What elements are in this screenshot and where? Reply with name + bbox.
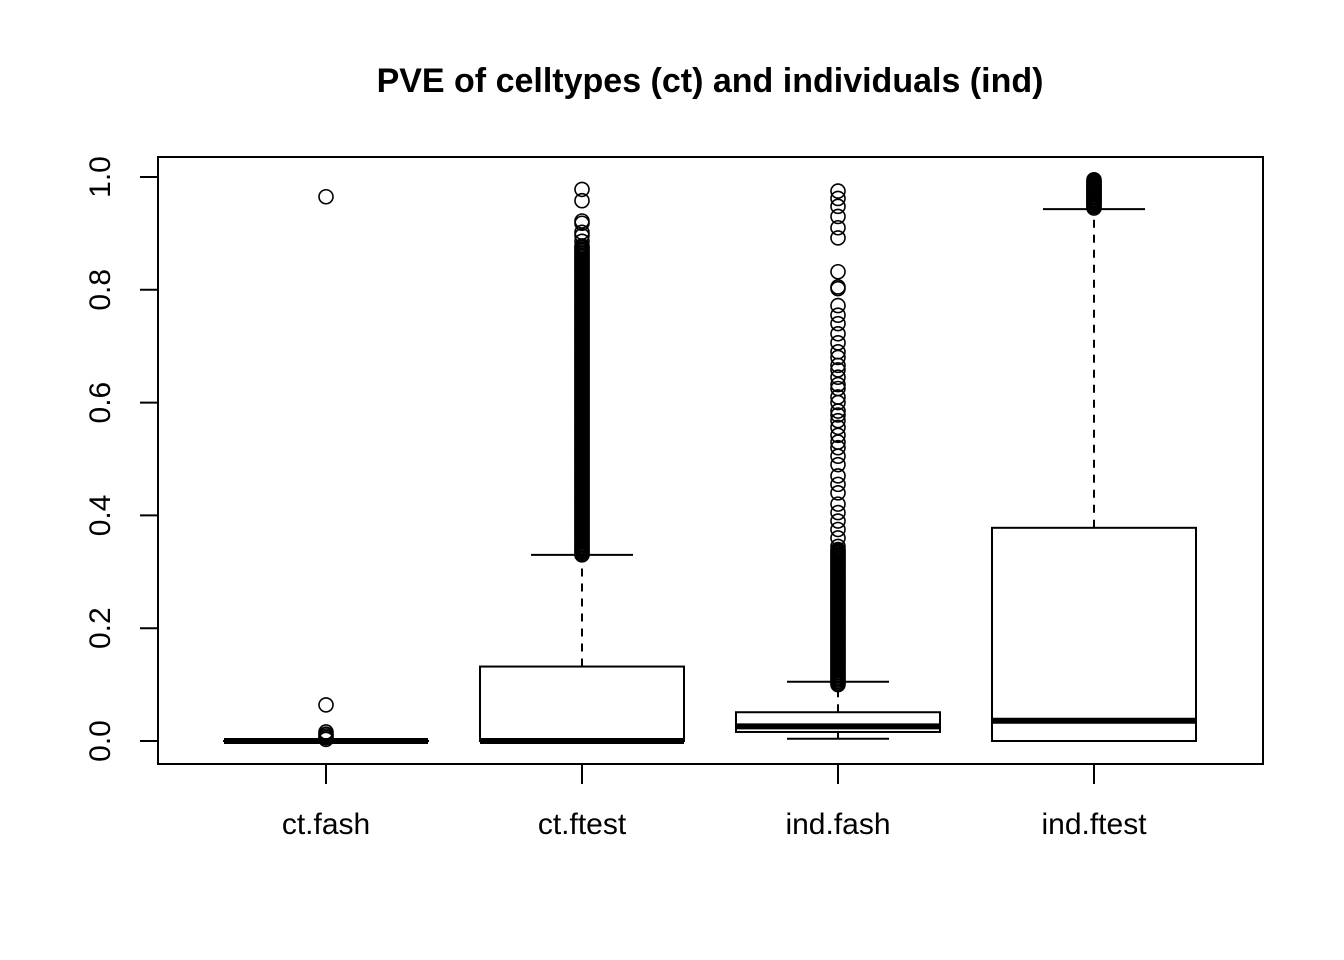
outlier-point <box>830 485 846 501</box>
box-ind.fash <box>735 183 941 740</box>
box-ct.ftest <box>479 181 685 744</box>
outlier-point <box>830 325 846 342</box>
outlier-point <box>574 227 590 244</box>
outlier-point <box>830 530 846 546</box>
outlier-point <box>830 504 846 521</box>
outlier-point <box>830 448 846 464</box>
outlier-point <box>830 476 846 493</box>
outlier-point <box>830 538 846 555</box>
outlier-point <box>830 349 846 366</box>
outlier-point <box>830 208 846 225</box>
outlier-point <box>830 456 846 473</box>
boxes-group <box>223 172 1197 748</box>
outlier-point <box>830 198 846 215</box>
y-tick-label: 0.2 <box>84 607 117 649</box>
x-tick-label: ct.ftest <box>538 808 627 841</box>
outlier-point <box>830 263 846 280</box>
y-tick-label: 0.4 <box>84 495 117 537</box>
chart-title: PVE of celltypes (ct) and individuals (i… <box>377 62 1044 100</box>
outlier-point <box>830 369 846 386</box>
outlier-point <box>830 376 846 393</box>
x-axis: ct.fash ct.ftest ind.fash ind.ftest <box>282 764 1147 841</box>
outlier-point <box>830 439 846 456</box>
outlier-point <box>830 297 846 314</box>
outlier-point <box>830 403 846 419</box>
outlier-point <box>830 357 846 374</box>
x-tick-label: ind.fash <box>785 808 890 841</box>
outlier-point <box>830 230 846 246</box>
box-iqr <box>479 665 685 742</box>
x-tick-label: ct.fash <box>282 808 370 841</box>
outlier-point <box>830 468 846 484</box>
outlier-point <box>574 233 590 250</box>
outlier-point <box>574 215 590 232</box>
x-tick-label: ind.ftest <box>1041 808 1147 841</box>
y-axis: 0.0 0.2 0.4 0.6 0.8 1.0 <box>84 156 159 762</box>
box-ind.ftest <box>991 172 1197 742</box>
outlier-point <box>1086 197 1102 213</box>
outlier-point <box>830 307 846 323</box>
outlier-point <box>830 513 846 529</box>
outlier-point <box>318 188 334 205</box>
y-tick-label: 0.0 <box>84 720 117 762</box>
y-tick-label: 1.0 <box>84 156 117 198</box>
y-tick-label: 0.8 <box>84 269 117 311</box>
outlier-point <box>830 427 846 444</box>
outlier-point <box>830 407 846 423</box>
outlier-point <box>574 181 590 198</box>
y-tick-label: 0.6 <box>84 382 117 424</box>
outlier-point <box>830 496 846 512</box>
box-ct.fash <box>223 188 429 748</box>
outlier-point <box>830 315 846 332</box>
outlier-point <box>830 521 846 538</box>
outlier-point <box>830 394 846 411</box>
outlier-point <box>830 183 846 199</box>
outlier-point <box>830 219 846 236</box>
outlier-point <box>574 192 590 209</box>
outlier-point <box>830 190 846 207</box>
outlier-point <box>318 697 334 713</box>
box-iqr <box>991 526 1197 742</box>
outlier-point <box>318 731 334 748</box>
outlier-point <box>830 280 846 297</box>
